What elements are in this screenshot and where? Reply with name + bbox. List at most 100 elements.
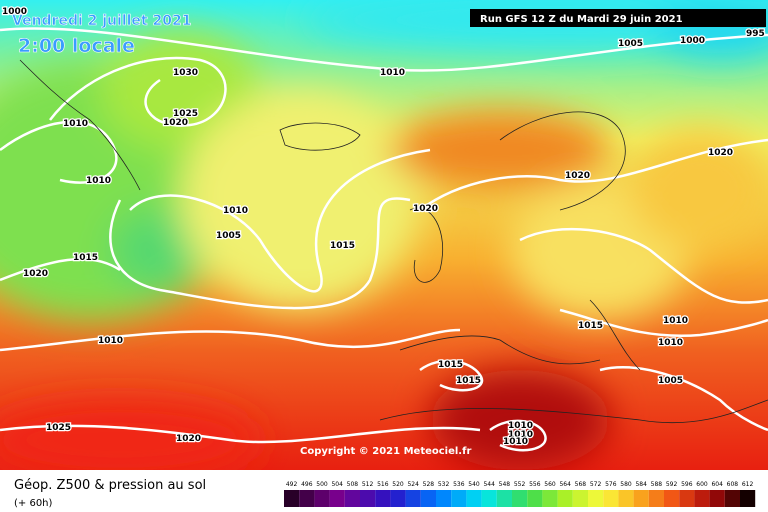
isobar-label: 1015 [438, 360, 463, 370]
legend-title: Géop. Z500 & pression au sol [14, 478, 206, 493]
isobar-label: 1020 [163, 118, 188, 128]
scale-swatch [542, 490, 558, 507]
isobar-label: 1010 [380, 68, 405, 78]
isobar-label: 1010 [63, 119, 88, 129]
isobar-label: 1010 [98, 336, 123, 346]
scale-label: 544 [483, 481, 495, 488]
scale-label: 604 [711, 481, 723, 488]
scale-label: 572 [590, 481, 602, 488]
scale-swatch [557, 490, 573, 507]
scale-swatch [618, 490, 634, 507]
isobar-label: 1000 [680, 36, 705, 46]
scale-label: 592 [666, 481, 678, 488]
scale-swatch [420, 490, 436, 507]
scale-label: 492 [286, 481, 298, 488]
scale-label: 588 [651, 481, 663, 488]
isobar-label: 1015 [456, 376, 481, 386]
scale-label: 548 [499, 481, 511, 488]
run-label: Run GFS 12 Z du Mardi 29 juin 2021 [480, 14, 683, 25]
run-box [470, 9, 766, 27]
isobar-label: 1010 [86, 176, 111, 186]
isobar-label: 1000 [2, 7, 27, 17]
scale-label: 564 [559, 481, 571, 488]
isobar-label: 1010 [508, 421, 533, 431]
scale-label: 584 [635, 481, 647, 488]
isobar-label: 1005 [216, 231, 241, 241]
coastlines [19, 59, 768, 424]
scale-swatch [709, 490, 725, 507]
isobar-label: 1020 [565, 171, 590, 181]
scale-swatch [299, 490, 315, 507]
scale-swatch [633, 490, 649, 507]
scale-label: 508 [347, 481, 359, 488]
scale-label: 536 [453, 481, 465, 488]
scale-label: 520 [392, 481, 404, 488]
scale-label: 560 [544, 481, 556, 488]
isobar-label: 1020 [176, 434, 201, 444]
scale-label: 600 [696, 481, 708, 488]
isobar-label: 1015 [330, 241, 355, 251]
scale-swatch [360, 490, 376, 507]
isobar-label: 1015 [578, 321, 603, 331]
legend-subtitle: (+ 60h) [14, 498, 53, 509]
scale-swatch [405, 490, 421, 507]
scale-label: 612 [742, 481, 754, 488]
isobar-label: 1025 [173, 109, 198, 119]
scale-label: 608 [727, 481, 739, 488]
isobar-label: 1005 [658, 376, 683, 386]
time-label: 2:00 locale [18, 35, 135, 57]
scale-label: 500 [316, 481, 328, 488]
isobars [0, 27, 768, 452]
scale-swatch [390, 490, 406, 507]
scale-swatch [314, 490, 330, 507]
field-shading [0, 0, 768, 480]
scale-swatch [329, 490, 345, 507]
scale-label: 552 [514, 481, 526, 488]
scale-swatch [527, 490, 543, 507]
scale-label: 576 [605, 481, 617, 488]
copyright: Copyright © 2021 Meteociel.fr [300, 446, 471, 457]
isobar-label: 1010 [508, 430, 533, 440]
scale-swatch [740, 490, 756, 507]
scale-label: 528 [423, 481, 435, 488]
scale-label: 540 [468, 481, 480, 488]
scale-swatch [694, 490, 710, 507]
scale-swatch [512, 490, 528, 507]
scale-swatch [603, 490, 619, 507]
date-label: Vendredi 2 juillet 2021 [12, 13, 191, 29]
scale-label: 568 [575, 481, 587, 488]
isobar-label: 995 [746, 29, 765, 39]
scale-label: 496 [301, 481, 313, 488]
scale-swatch [344, 490, 360, 507]
scale-label: 596 [681, 481, 693, 488]
scale-swatch [481, 490, 497, 507]
scale-swatch [664, 490, 680, 507]
scale-swatch [496, 490, 512, 507]
scale-label: 556 [529, 481, 541, 488]
scale-swatch [588, 490, 604, 507]
scale-label: 516 [377, 481, 389, 488]
scale-label: 580 [620, 481, 632, 488]
scale-swatch [284, 490, 300, 507]
scale-swatch [375, 490, 391, 507]
isobar-label: 1010 [503, 437, 528, 447]
scale-label: 504 [331, 481, 343, 488]
scale-label: 532 [438, 481, 450, 488]
isobar-label: 1025 [46, 423, 71, 433]
scale-swatch [466, 490, 482, 507]
scale-swatch [724, 490, 740, 507]
isobar-label: 1020 [23, 269, 48, 279]
isobar-label: 1010 [663, 316, 688, 326]
scale-swatch [648, 490, 664, 507]
isobar-label: 1020 [413, 204, 438, 214]
color-scale: 492 496 500 504 508 512 516 520 524 528 532 536 540 5… [284, 481, 756, 507]
isobar-label: 1005 [618, 39, 643, 49]
scale-label: 524 [407, 481, 419, 488]
scale-swatch [572, 490, 588, 507]
scale-swatch [679, 490, 695, 507]
scale-label: 512 [362, 481, 374, 488]
isobar-label: 1015 [73, 253, 98, 263]
isobar-label: 1010 [223, 206, 248, 216]
